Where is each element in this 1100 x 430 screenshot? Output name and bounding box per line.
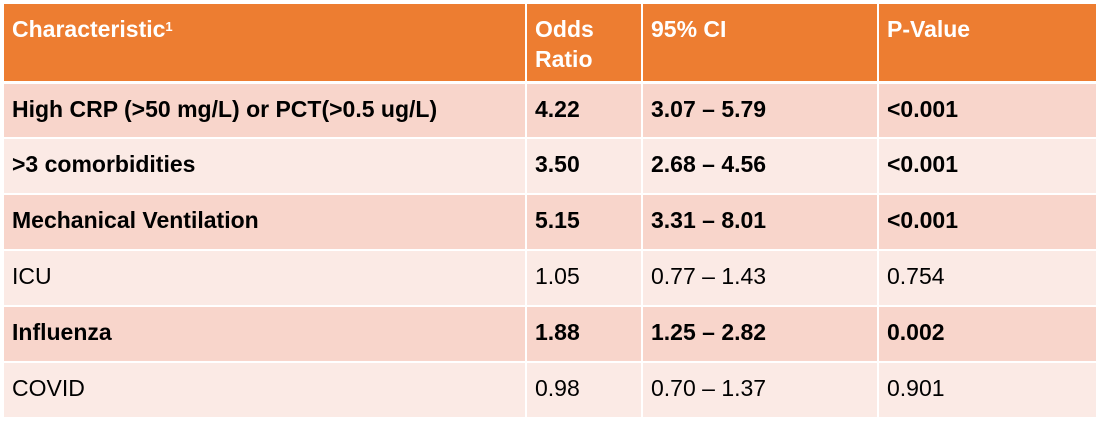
table-row: ICU 1.05 0.77 – 1.43 0.754 bbox=[4, 250, 1096, 307]
cell-characteristic: High CRP (>50 mg/L) or PCT(>0.5 ug/L) bbox=[4, 82, 527, 139]
table-row: >3 comorbidities 3.50 2.68 – 4.56 <0.001 bbox=[4, 138, 1096, 195]
table-header: Characteristic1 Odds Ratio 95% CI P-Valu… bbox=[4, 4, 1096, 84]
cell-odds-ratio: 1.05 bbox=[526, 250, 643, 307]
header-characteristic-footnote: 1 bbox=[165, 19, 173, 34]
odds-ratio-table: Characteristic1 Odds Ratio 95% CI P-Valu… bbox=[4, 4, 1096, 419]
cell-characteristic: Influenza bbox=[4, 306, 527, 363]
cell-ci: 3.31 – 8.01 bbox=[642, 194, 879, 251]
table-row: Influenza 1.88 1.25 – 2.82 0.002 bbox=[4, 306, 1096, 363]
cell-characteristic: Mechanical Ventilation bbox=[4, 194, 527, 251]
table-row: High CRP (>50 mg/L) or PCT(>0.5 ug/L) 4.… bbox=[4, 82, 1096, 139]
cell-characteristic: COVID bbox=[4, 362, 527, 419]
cell-characteristic: >3 comorbidities bbox=[4, 138, 527, 195]
header-odds-ratio: Odds Ratio bbox=[526, 4, 643, 84]
cell-p-value: 0.002 bbox=[878, 306, 1096, 363]
cell-characteristic: ICU bbox=[4, 250, 527, 307]
header-ci: 95% CI bbox=[642, 4, 879, 84]
header-characteristic: Characteristic1 bbox=[4, 4, 527, 84]
cell-odds-ratio: 5.15 bbox=[526, 194, 643, 251]
table-row: COVID 0.98 0.70 – 1.37 0.901 bbox=[4, 362, 1096, 419]
cell-ci: 1.25 – 2.82 bbox=[642, 306, 879, 363]
cell-ci: 2.68 – 4.56 bbox=[642, 138, 879, 195]
cell-odds-ratio: 0.98 bbox=[526, 362, 643, 419]
header-p-value: P-Value bbox=[878, 4, 1096, 84]
cell-ci: 0.70 – 1.37 bbox=[642, 362, 879, 419]
table-row: Mechanical Ventilation 5.15 3.31 – 8.01 … bbox=[4, 194, 1096, 251]
cell-ci: 0.77 – 1.43 bbox=[642, 250, 879, 307]
cell-ci: 3.07 – 5.79 bbox=[642, 82, 879, 139]
cell-p-value: 0.754 bbox=[878, 250, 1096, 307]
cell-odds-ratio: 1.88 bbox=[526, 306, 643, 363]
header-row: Characteristic1 Odds Ratio 95% CI P-Valu… bbox=[4, 4, 1096, 84]
odds-ratio-table-container: Characteristic1 Odds Ratio 95% CI P-Valu… bbox=[4, 4, 1096, 419]
table-body: High CRP (>50 mg/L) or PCT(>0.5 ug/L) 4.… bbox=[4, 82, 1096, 419]
cell-odds-ratio: 4.22 bbox=[526, 82, 643, 139]
cell-p-value: 0.901 bbox=[878, 362, 1096, 419]
cell-p-value: <0.001 bbox=[878, 138, 1096, 195]
header-characteristic-label: Characteristic bbox=[12, 16, 166, 42]
cell-p-value: <0.001 bbox=[878, 194, 1096, 251]
cell-odds-ratio: 3.50 bbox=[526, 138, 643, 195]
cell-p-value: <0.001 bbox=[878, 82, 1096, 139]
